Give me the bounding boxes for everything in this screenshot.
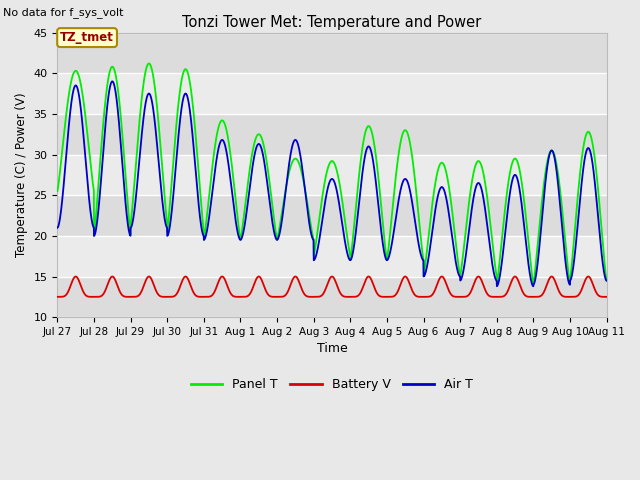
Bar <box>58 114 607 155</box>
Bar <box>58 33 607 73</box>
Text: No data for f_sys_volt: No data for f_sys_volt <box>3 7 124 18</box>
Title: Tonzi Tower Met: Temperature and Power: Tonzi Tower Met: Temperature and Power <box>182 15 482 30</box>
Bar <box>58 73 607 114</box>
Text: TZ_tmet: TZ_tmet <box>60 31 114 44</box>
Y-axis label: Temperature (C) / Power (V): Temperature (C) / Power (V) <box>15 93 28 257</box>
Bar <box>58 236 607 276</box>
Legend: Panel T, Battery V, Air T: Panel T, Battery V, Air T <box>186 373 478 396</box>
Bar <box>58 155 607 195</box>
X-axis label: Time: Time <box>317 342 348 356</box>
Bar <box>58 276 607 317</box>
Bar <box>58 195 607 236</box>
